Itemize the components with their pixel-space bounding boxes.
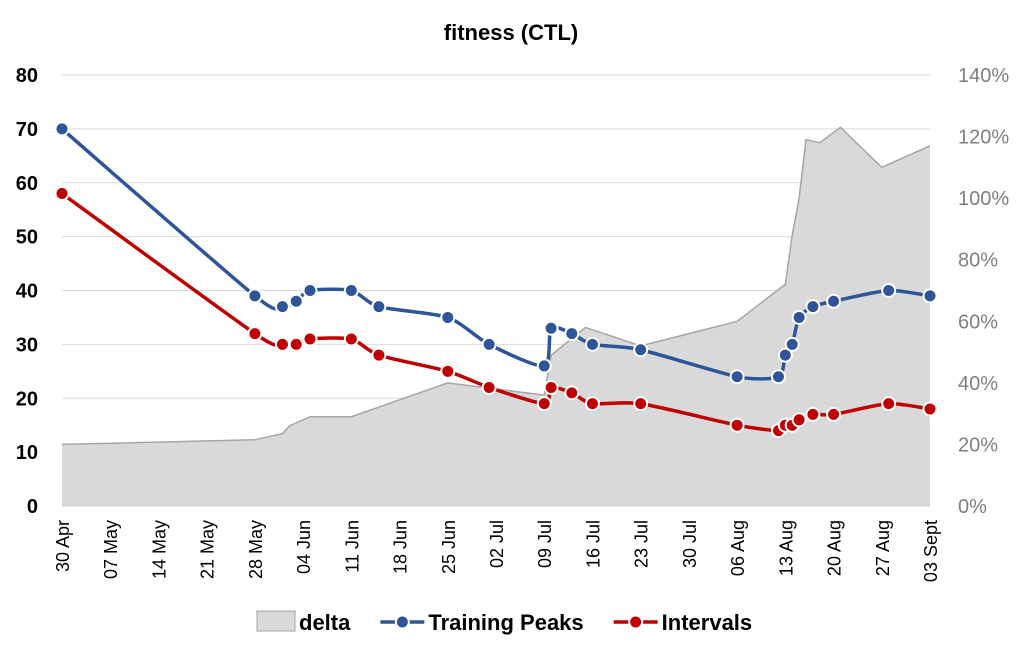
line-series-layer (54, 121, 938, 439)
x-tick-label: 25 Jun (439, 520, 459, 574)
training-peaks-point (777, 347, 793, 363)
training-peaks-point (784, 336, 800, 352)
legend-label-training-peaks: Training Peaks (428, 610, 583, 635)
y-left-tick-label: 30 (16, 334, 38, 356)
y-left-tick-label: 50 (16, 227, 38, 249)
training-peaks-point (826, 293, 842, 309)
x-axis: 30 Apr 07 May 14 May 21 May 28 May 04 Jun 11 J… (53, 520, 941, 582)
intervals-point (564, 385, 580, 401)
x-tick-label: 21 May (198, 520, 218, 579)
x-tick-label: 03 Sept (921, 520, 941, 582)
x-tick-label: 28 May (246, 520, 266, 579)
intervals-point (543, 379, 559, 395)
y-right-tick-label: 20% (958, 434, 998, 456)
intervals-point (247, 326, 263, 342)
delta-area-layer (61, 126, 931, 506)
training-peaks-point (536, 358, 552, 374)
chart-title: fitness (CTL) (444, 20, 578, 45)
training-peaks-point (288, 293, 304, 309)
legend-swatch-delta (256, 610, 296, 632)
delta-area (62, 127, 930, 506)
intervals-point (791, 412, 807, 428)
training-peaks-point (791, 309, 807, 325)
x-tick-label: 14 May (149, 520, 169, 579)
y-left-tick-label: 80 (16, 65, 38, 87)
intervals-point (371, 347, 387, 363)
x-tick-label: 13 Aug (776, 520, 796, 576)
left-axis: 0 10 20 30 40 50 60 70 80 (16, 65, 38, 518)
training-peaks-point (805, 299, 821, 315)
training-peaks-point (729, 369, 745, 385)
y-left-tick-label: 40 (16, 281, 38, 303)
training-peaks-point (440, 309, 456, 325)
training-peaks-point (481, 336, 497, 352)
training-peaks-point (564, 326, 580, 342)
intervals-point (481, 379, 497, 395)
x-tick-label: 11 Jun (342, 520, 362, 573)
intervals-point (302, 331, 318, 347)
legend-swatch-marker-training-peaks (394, 614, 410, 630)
right-axis: 0% 20% 40% 60% 80% 100% 120% 140% (958, 65, 1009, 518)
intervals-point (805, 406, 821, 422)
x-tick-label: 23 Jul (632, 520, 652, 568)
intervals-point (536, 396, 552, 412)
intervals-point (288, 336, 304, 352)
x-tick-label: 20 Aug (825, 520, 845, 576)
x-tick-label: 09 Jul (535, 520, 555, 568)
intervals-point (584, 396, 600, 412)
x-tick-label: 27 Aug (873, 520, 893, 576)
intervals-point (881, 396, 897, 412)
training-peaks-point (274, 299, 290, 315)
training-peaks-point (543, 320, 559, 336)
y-left-tick-label: 0 (27, 496, 38, 518)
intervals-point (826, 406, 842, 422)
training-peaks-point (922, 288, 938, 304)
y-right-tick-label: 0% (958, 496, 987, 518)
y-right-tick-label: 120% (958, 127, 1009, 149)
y-left-tick-label: 70 (16, 119, 38, 141)
y-left-tick-label: 20 (16, 388, 38, 410)
training-peaks-point (54, 121, 70, 137)
y-right-tick-label: 140% (958, 65, 1009, 87)
x-tick-label: 30 Apr (53, 520, 73, 572)
y-right-tick-label: 80% (958, 250, 998, 272)
x-tick-label: 07 May (101, 520, 121, 579)
x-tick-label: 06 Aug (728, 520, 748, 576)
y-right-tick-label: 60% (958, 311, 998, 333)
intervals-point (274, 336, 290, 352)
intervals-point (633, 396, 649, 412)
y-right-tick-label: 100% (958, 188, 1009, 210)
y-left-tick-label: 60 (16, 173, 38, 195)
x-tick-label: 04 Jun (294, 520, 314, 574)
intervals-point (343, 331, 359, 347)
training-peaks-point (881, 283, 897, 298)
x-tick-label: 18 Jun (391, 520, 411, 574)
legend: delta Training Peaks Intervals (256, 610, 753, 635)
intervals-point (922, 401, 938, 417)
training-peaks-point (770, 369, 786, 385)
training-peaks-point (302, 283, 318, 298)
delta-area-edge (61, 126, 931, 446)
x-tick-label: 02 Jul (487, 520, 507, 568)
legend-swatch-marker-intervals (628, 614, 644, 630)
y-left-tick-label: 10 (16, 442, 38, 464)
x-tick-label: 16 Jul (583, 520, 603, 568)
legend-label-delta: delta (299, 610, 351, 635)
y-right-tick-label: 40% (958, 373, 998, 395)
training-peaks-point (633, 342, 649, 358)
training-peaks-point (343, 283, 359, 298)
legend-label-intervals: Intervals (662, 610, 753, 635)
intervals-point (729, 417, 745, 433)
intervals-point (54, 186, 70, 202)
x-tick-label: 30 Jul (680, 520, 700, 568)
intervals-point (440, 363, 456, 379)
training-peaks-point (371, 299, 387, 315)
training-peaks-point (247, 288, 263, 304)
training-peaks-point (584, 336, 600, 352)
